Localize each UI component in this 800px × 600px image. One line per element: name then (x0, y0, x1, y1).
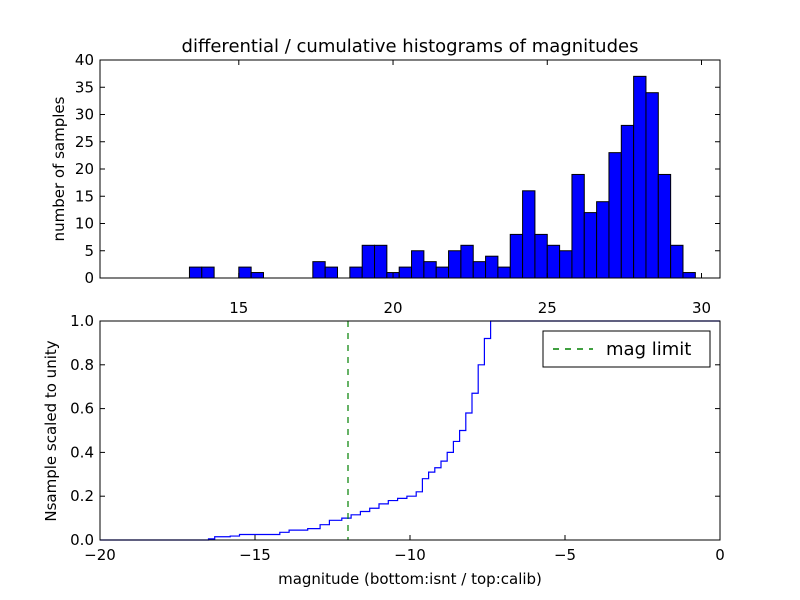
x-tick-label: −20 (84, 546, 116, 564)
bottom-y-axis-label: Nsample scaled to unity (42, 340, 60, 521)
histogram-bar (559, 250, 573, 279)
histogram-bar (472, 261, 487, 279)
histogram-bar (188, 266, 203, 279)
histogram-bar (374, 244, 388, 279)
histogram-bar (546, 244, 561, 279)
histogram-bars (188, 75, 696, 279)
cumulative-step-line (100, 320, 720, 541)
histogram-bar (534, 233, 548, 279)
x-tick-label: 30 (692, 299, 711, 317)
y-tick-label: 0.2 (70, 487, 94, 505)
differential-histogram: differential / cumulative histograms of … (50, 36, 721, 317)
legend: mag limit (542, 330, 711, 368)
x-tick-label: 20 (383, 299, 402, 317)
y-tick-label: 30 (75, 106, 94, 124)
histogram-bar (657, 173, 672, 279)
histogram-bar (583, 212, 598, 279)
legend-label: mag limit (606, 339, 691, 360)
histogram-bar (670, 244, 684, 279)
histogram-bar (596, 201, 610, 279)
y-tick-label: 40 (75, 51, 94, 69)
x-tick-label: −5 (554, 546, 576, 564)
bottom-plot-frame (99, 320, 721, 541)
histogram-bar (423, 261, 437, 279)
histogram-bar (411, 250, 425, 279)
histogram-bar (682, 272, 696, 279)
y-tick-label: 0.0 (70, 531, 94, 549)
histogram-bar (324, 266, 339, 279)
histogram-bar (608, 152, 622, 279)
cumulative-histogram: Nsample scaled to unity magnitude (botto… (42, 312, 725, 588)
histogram-bar (349, 266, 363, 279)
histogram-bar (250, 272, 264, 279)
bottom-x-ticks: −20 −15 −10 −5 0 (84, 535, 725, 564)
y-tick-label: 0.8 (70, 356, 94, 374)
top-y-axis-label: number of samples (50, 96, 68, 241)
y-tick-label: 25 (75, 133, 94, 151)
x-tick-label: 25 (538, 299, 557, 317)
bottom-x-axis-label: magnitude (bottom:isnt / top:calib) (278, 570, 542, 588)
histogram-bar (398, 266, 413, 279)
histogram-bar (571, 173, 585, 279)
histogram-bar (620, 124, 635, 279)
histogram-bar (435, 266, 450, 279)
y-tick-label: 0.4 (70, 443, 94, 461)
histogram-bar (522, 190, 536, 279)
histogram-bar (509, 233, 524, 279)
histogram-bar (361, 244, 376, 279)
histogram-bar (645, 92, 659, 279)
x-tick-label: 15 (229, 299, 248, 317)
y-tick-label: 1.0 (70, 312, 94, 330)
x-tick-label: −10 (394, 546, 426, 564)
histogram-bar (497, 266, 511, 279)
histogram-bar (448, 250, 462, 279)
cumulative-series (100, 320, 720, 541)
histogram-bar (633, 75, 647, 279)
histogram-bar (201, 266, 215, 279)
histogram-bar (485, 255, 499, 279)
top-y-ticks: 0 5 10 15 20 25 30 35 40 (75, 51, 720, 287)
y-tick-label: 10 (75, 215, 94, 233)
histogram-bar (238, 266, 252, 279)
x-tick-label: 0 (715, 546, 725, 564)
histogram-bar (460, 244, 474, 279)
x-tick-label: −15 (239, 546, 271, 564)
y-tick-label: 0 (84, 269, 94, 287)
bottom-y-ticks: 0.0 0.2 0.4 0.6 0.8 1.0 (70, 312, 720, 549)
y-tick-label: 15 (75, 187, 94, 205)
y-tick-label: 35 (75, 78, 94, 96)
top-plot-frame (99, 59, 721, 279)
histogram-bar (312, 261, 326, 279)
chart-title: differential / cumulative histograms of … (182, 36, 639, 57)
y-tick-label: 5 (84, 242, 94, 260)
y-tick-label: 0.6 (70, 400, 94, 418)
top-x-ticks: 15 20 25 30 (229, 60, 711, 317)
y-tick-label: 20 (75, 160, 94, 178)
